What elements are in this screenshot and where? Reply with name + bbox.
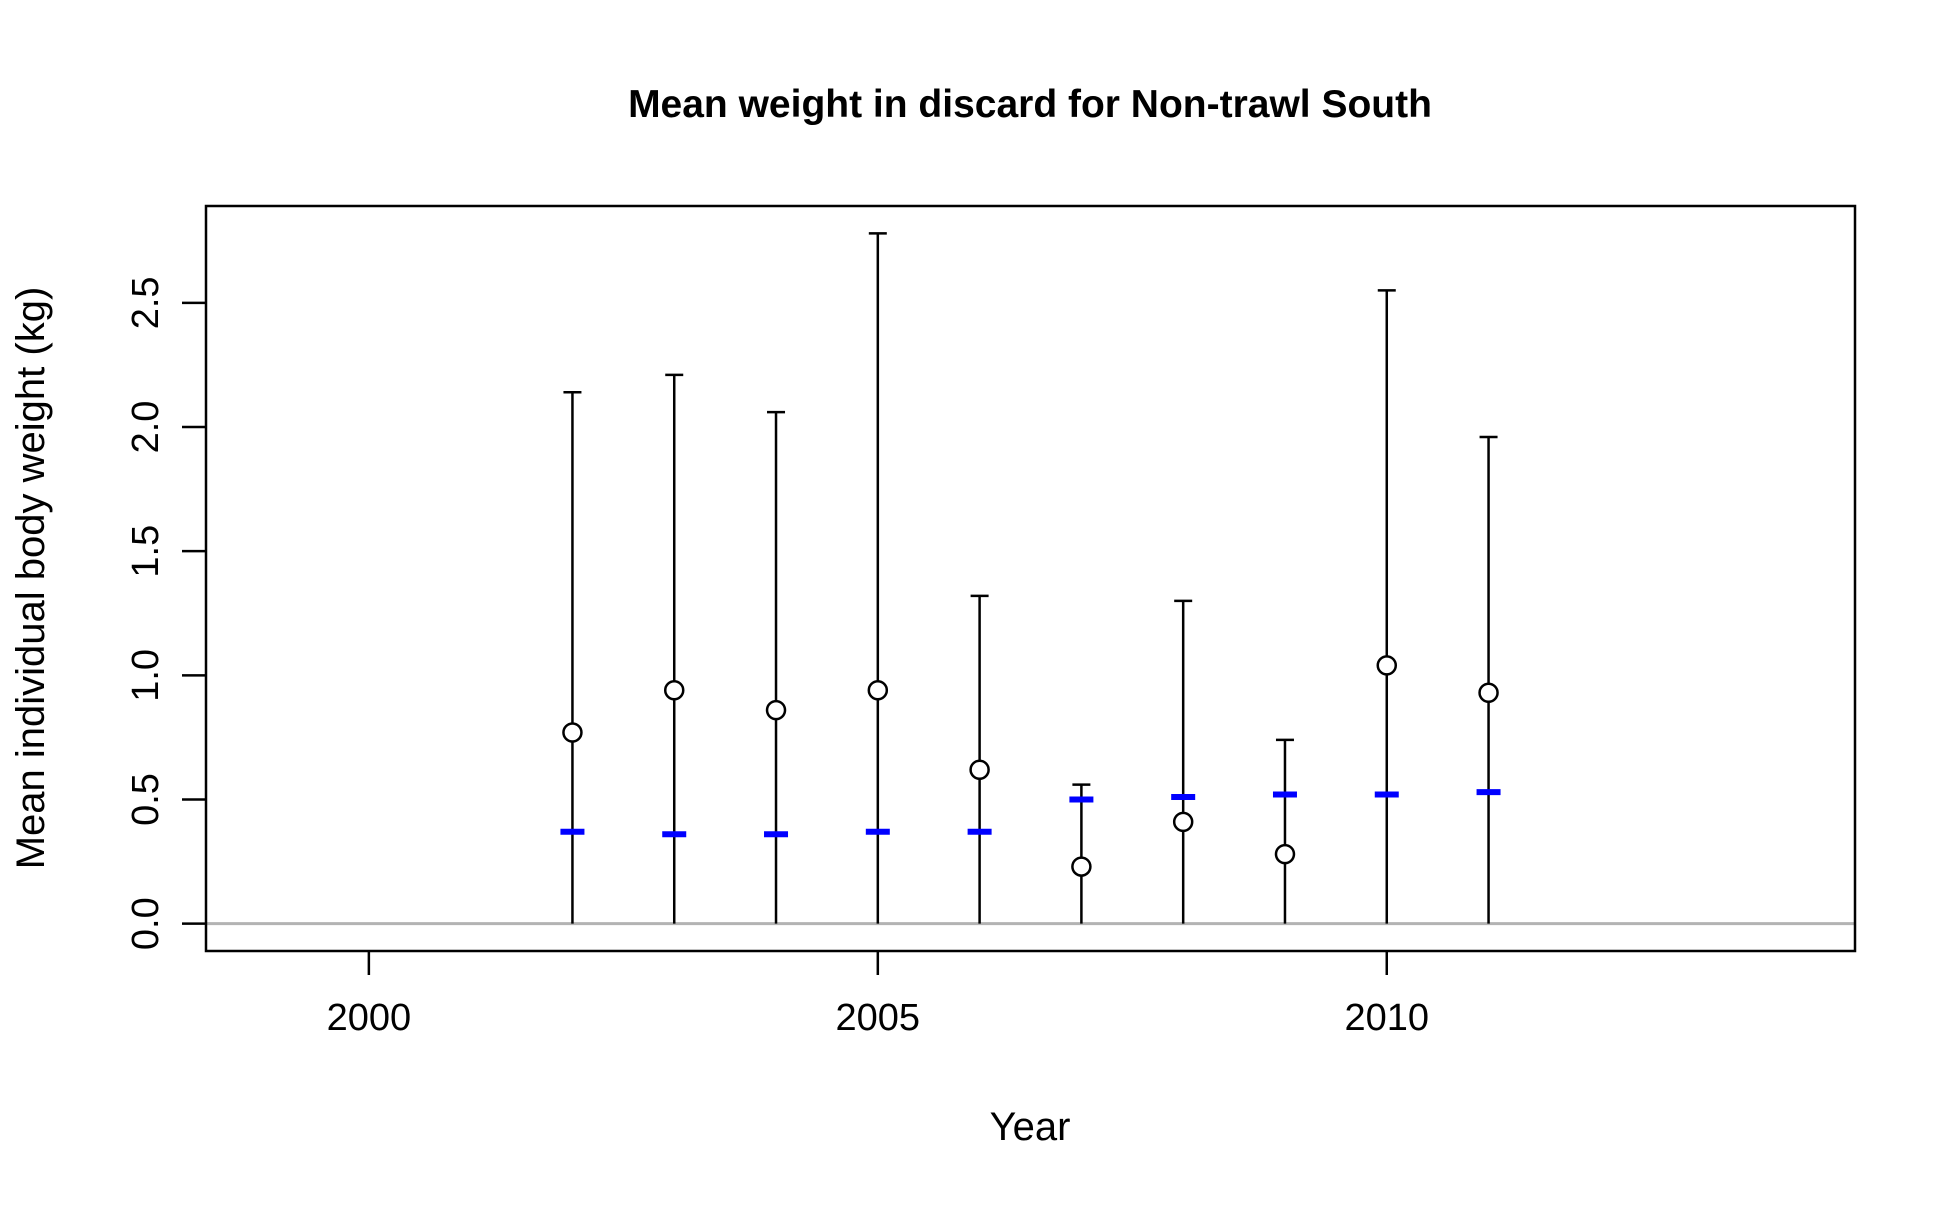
chart-title: Mean weight in discard for Non-trawl Sou…: [628, 83, 1432, 126]
data-point: [1478, 682, 1499, 703]
y-tick-label: 2.5: [125, 276, 167, 329]
data-point: [1274, 843, 1296, 865]
data-point: [969, 759, 990, 780]
y-tick-label: 2.0: [125, 401, 167, 454]
data-point: [867, 680, 889, 701]
data-point: [1172, 811, 1194, 833]
data-point: [1071, 856, 1092, 877]
data-point: [562, 722, 583, 743]
y-axis-title: Mean individual body weight (kg): [9, 287, 53, 870]
y-tick-label: 1.5: [125, 525, 167, 578]
y-tick-label: 0.0: [125, 897, 167, 950]
plot-area: 2000 2005 2010 0.0 0.5 1.0 1.5 2.0 2.5: [125, 204, 1857, 1039]
x-axis-title: Year: [990, 1105, 1071, 1149]
data-point: [663, 680, 685, 701]
x-tick-label: 2005: [836, 997, 921, 1039]
data-point: [1376, 655, 1398, 676]
plot-frame: [204, 204, 1857, 953]
y-tick-label: 1.0: [125, 649, 167, 702]
x-tick-label: 2000: [327, 997, 412, 1039]
data-point: [765, 699, 787, 721]
x-tick-label: 2010: [1344, 997, 1429, 1039]
y-tick-label: 0.5: [125, 773, 167, 826]
